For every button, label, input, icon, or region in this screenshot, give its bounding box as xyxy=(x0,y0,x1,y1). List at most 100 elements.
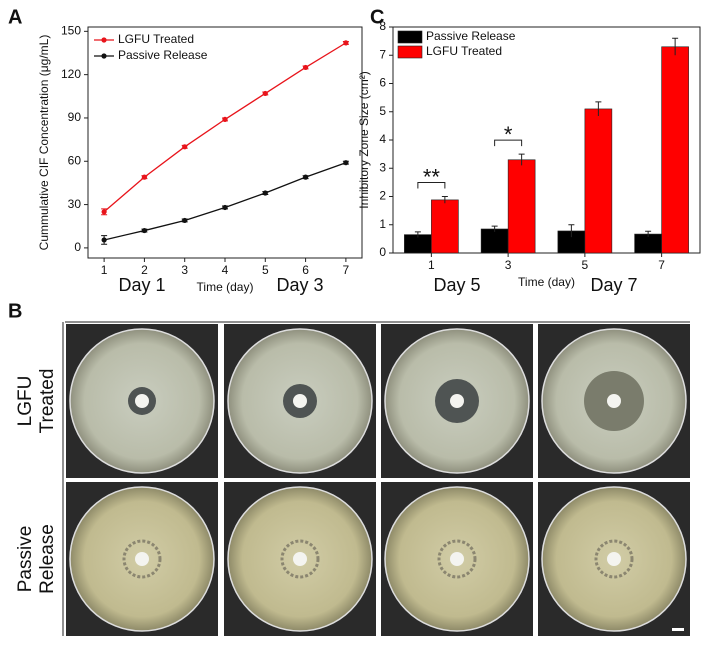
y-tick-label: 2 xyxy=(379,189,386,203)
x-tick-label: 2 xyxy=(141,263,148,277)
bar xyxy=(661,46,689,254)
x-axis-label: Time (day) xyxy=(197,280,254,294)
error-bar xyxy=(672,37,679,56)
x-tick-label: 1 xyxy=(101,263,108,277)
bar xyxy=(634,233,662,254)
disk xyxy=(607,394,621,408)
legend-swatch xyxy=(397,30,423,44)
point xyxy=(343,40,349,46)
disk xyxy=(450,552,464,566)
y-tick-label: 60 xyxy=(68,153,82,167)
photo xyxy=(538,324,690,478)
x-tick-label: 3 xyxy=(505,258,512,272)
panel-label: A xyxy=(8,6,22,28)
bar xyxy=(507,159,536,254)
point xyxy=(302,64,309,71)
annotation: ** xyxy=(423,164,441,189)
x-axis-label: Time (day) xyxy=(518,275,575,289)
x-tick-label: 1 xyxy=(428,258,435,272)
legend-label: Passive Release xyxy=(118,48,208,62)
point xyxy=(302,174,309,180)
row-label: Passive xyxy=(15,526,36,593)
bar xyxy=(584,108,613,254)
error-bar xyxy=(414,231,421,238)
row-label: LGFU xyxy=(15,376,36,427)
point xyxy=(101,209,107,215)
photo xyxy=(538,482,690,636)
photo xyxy=(66,482,218,636)
bar xyxy=(480,228,509,254)
column-header: Day 5 xyxy=(433,275,480,295)
y-tick-label: 90 xyxy=(68,110,82,124)
series-line xyxy=(103,42,347,213)
point xyxy=(222,116,228,122)
y-tick-label: 7 xyxy=(379,47,386,61)
row-label: Release xyxy=(37,524,58,594)
significance-bracket xyxy=(417,182,446,189)
point xyxy=(101,237,107,243)
panel-label: C xyxy=(370,6,384,28)
legend-swatch xyxy=(397,45,423,59)
y-tick-label: 8 xyxy=(379,19,386,33)
legend-label: LGFU Treated xyxy=(118,32,194,46)
photo xyxy=(66,324,218,478)
error-bar xyxy=(645,230,652,237)
photo xyxy=(381,324,533,478)
photo xyxy=(224,324,376,478)
colony-ring xyxy=(437,539,477,579)
y-tick-label: 3 xyxy=(379,160,386,174)
y-tick-label: 120 xyxy=(61,67,81,81)
point xyxy=(262,190,268,196)
panel-label: B xyxy=(8,300,22,322)
y-tick-label: 0 xyxy=(379,245,386,259)
y-axis-label: Cummulative CIF Concentration (μg/mL) xyxy=(37,35,51,251)
y-tick-label: 0 xyxy=(74,240,81,254)
point xyxy=(182,144,188,150)
legend-label: Passive Release xyxy=(426,29,516,43)
colony-ring xyxy=(122,539,162,579)
y-tick-label: 1 xyxy=(379,217,386,231)
error-bar xyxy=(568,224,575,238)
x-tick-label: 5 xyxy=(582,258,589,272)
point xyxy=(222,204,228,211)
legend-marker xyxy=(101,37,107,43)
disk xyxy=(293,552,307,566)
error-bar xyxy=(518,153,525,166)
point xyxy=(262,90,268,97)
disk xyxy=(607,552,621,566)
y-axis-label: Inhibitory Zone Size (cm²) xyxy=(357,71,371,208)
disk xyxy=(135,552,149,566)
point xyxy=(141,174,148,180)
x-tick-label: 7 xyxy=(343,263,350,277)
legend-label: LGFU Treated xyxy=(426,44,502,58)
error-bar xyxy=(595,101,602,116)
bar xyxy=(431,199,459,254)
error-bar xyxy=(491,225,498,232)
x-tick-label: 7 xyxy=(658,258,665,272)
scale-bar xyxy=(672,628,684,631)
y-tick-label: 150 xyxy=(61,24,81,38)
annotation: * xyxy=(504,122,513,147)
point xyxy=(182,217,188,224)
y-tick-label: 6 xyxy=(379,76,386,90)
point xyxy=(343,160,349,166)
colony-ring xyxy=(594,539,634,579)
disk xyxy=(293,394,307,408)
photo xyxy=(381,482,533,636)
column-header: Day 3 xyxy=(276,275,323,295)
column-header: Day 1 xyxy=(118,275,165,295)
disk xyxy=(450,394,464,408)
disk xyxy=(135,394,149,408)
series-line xyxy=(103,162,347,241)
x-tick-label: 4 xyxy=(222,263,229,277)
photo xyxy=(224,482,376,636)
legend-marker xyxy=(101,53,107,59)
colony-ring xyxy=(280,539,320,579)
column-header: Day 7 xyxy=(590,275,637,295)
x-tick-label: 3 xyxy=(181,263,188,277)
significance-bracket xyxy=(494,139,523,147)
error-bar xyxy=(441,196,448,204)
y-tick-label: 4 xyxy=(379,132,386,146)
y-tick-label: 5 xyxy=(379,104,386,118)
